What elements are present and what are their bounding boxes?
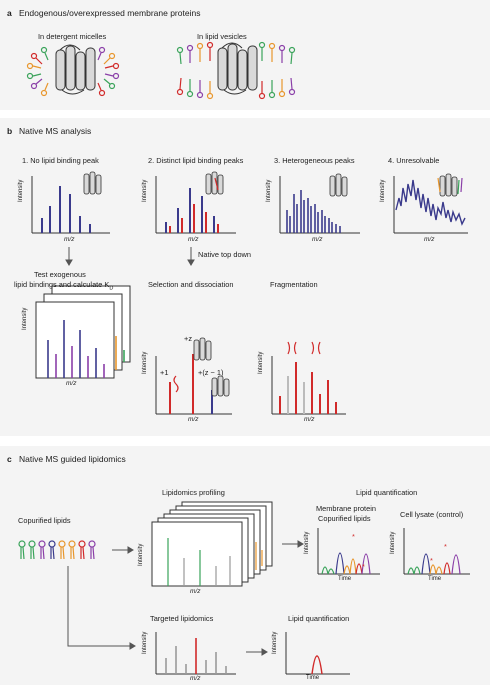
lysate-time-label: Time [428, 576, 442, 582]
arrow-case-1 [65, 247, 73, 266]
quant2-time-label: Time [306, 675, 320, 681]
panel-c-title: Native MS guided lipidomics [19, 454, 126, 464]
quant-title: Lipid quantification [356, 488, 418, 497]
lipid-row [18, 540, 96, 560]
profiling-stack [151, 501, 273, 587]
panel-a-title: Endogenous/overexpressed membrane protei… [19, 8, 201, 18]
case-3-y-label: Intensity [266, 179, 272, 202]
panel-c-graphics [18, 501, 470, 675]
targeted-y-label: Intensity [142, 631, 148, 654]
profiling-y-label: Intensity [138, 543, 144, 566]
fragmentation-x-label: m/z [304, 416, 315, 423]
copurified-label: Copurified lipids [18, 516, 71, 525]
profiling-x-label: m/z [190, 588, 201, 595]
case-1-y-label: Intensity [18, 179, 24, 202]
arrow-to-targeted [67, 566, 136, 650]
case-3-x-label: m/z [312, 236, 323, 243]
spectrum-case-1 [31, 171, 110, 234]
panel-b-graphics [31, 171, 468, 415]
membrane-time-label: Time [338, 576, 352, 582]
vesicle-illustration [176, 41, 296, 100]
targeted-label: Targeted lipidomics [150, 614, 214, 623]
star-lysate-2: * [430, 556, 433, 565]
stacked-spectra [35, 285, 131, 379]
panel-c-letter: c [7, 454, 12, 464]
membrane-line1: Membrane protein [316, 504, 376, 513]
panel-b-letter: b [7, 126, 13, 136]
micelle-illustration [26, 44, 120, 97]
selection-y-label: Intensity [142, 351, 148, 374]
star-membrane-1: * [352, 532, 355, 541]
chromatogram-lysate [403, 528, 470, 575]
arrow-to-quant [282, 540, 304, 548]
panel-b: b Native MS analysis 1. No lipid binding… [0, 118, 490, 436]
quant2-y-label: Intensity [272, 631, 278, 654]
fragmentation-y-label: Intensity [258, 351, 264, 374]
stacked-y-label: Intensity [22, 307, 28, 330]
case-1-label: 1. No lipid binding peak [22, 156, 99, 165]
lysate-label: Cell lysate (control) [400, 510, 464, 519]
case-4-x-label: m/z [424, 236, 435, 243]
case-1-x-label: m/z [64, 236, 75, 243]
spectrum-case-3 [279, 173, 360, 234]
test-line1: Test exogenous [34, 270, 86, 279]
case-2-label: 2. Distinct lipid binding peaks [148, 156, 244, 165]
targeted-spectrum [155, 632, 236, 675]
stacked-x-label: m/z [66, 380, 77, 387]
chromatogram-membrane [317, 528, 380, 575]
charge-z1-label: +(z − 1) [198, 368, 224, 377]
arrow-case-2 [187, 247, 195, 266]
star-lysate-1: * [444, 542, 447, 551]
membrane-y-label: Intensity [304, 531, 310, 554]
charge-z-label: +z [184, 334, 193, 343]
membrane-line2: Copurified lipids [318, 514, 371, 523]
arrow-to-quant2 [246, 648, 268, 656]
fragmentation-label: Fragmentation [270, 280, 318, 289]
arrow-to-profiling [112, 546, 134, 554]
panel-a-letter: a [7, 8, 12, 18]
panel-b-title: Native MS analysis [19, 126, 92, 136]
quant2-peak [285, 632, 350, 675]
panel-c: c Native MS guided lipidomics Copurified… [0, 446, 490, 685]
vesicle-label: In lipid vesicles [197, 32, 247, 41]
selection-spectrum [155, 337, 232, 415]
case-2-y-label: Intensity [142, 179, 148, 202]
profiling-label: Lipidomics profiling [162, 488, 225, 497]
test-line2: lipid bindings and calculate KD [14, 280, 114, 292]
quant2-label: Lipid quantification [288, 614, 350, 623]
spectrum-case-2 [155, 171, 236, 234]
case-4-y-label: Intensity [380, 179, 386, 202]
case-2-x-label: m/z [188, 236, 199, 243]
micelle-label: In detergent micelles [38, 32, 107, 41]
targeted-x-label: m/z [190, 675, 201, 682]
selection-label: Selection and dissociation [148, 280, 234, 289]
charge-1-label: +1 [160, 368, 169, 377]
case-3-label: 3. Heterogeneous peaks [274, 156, 355, 165]
star-membrane-2: * [362, 562, 365, 571]
panel-a-illustrations [26, 41, 296, 100]
spectrum-case-4 [393, 173, 468, 234]
fragmentation-spectrum [271, 341, 346, 415]
case-4-label: 4. Unresolvable [388, 156, 440, 165]
selection-x-label: m/z [188, 416, 199, 423]
lysate-y-label: Intensity [390, 531, 396, 554]
panel-a: a Endogenous/overexpressed membrane prot… [0, 0, 490, 110]
native-top-down-label: Native top down [198, 250, 251, 259]
